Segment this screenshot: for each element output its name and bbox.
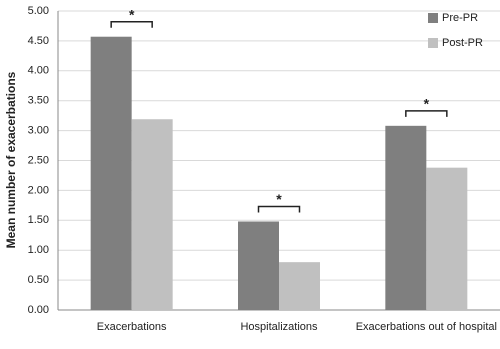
bar (131, 119, 173, 310)
significance-bracket (110, 20, 153, 28)
y-tick-label: 4.00 (28, 65, 49, 77)
legend-label: Pre-PR (442, 12, 478, 24)
significance-marker: * (276, 191, 282, 207)
x-tick-label-box: Exacerbations (96, 321, 167, 333)
bar (90, 36, 132, 311)
significance-bracket (405, 110, 448, 117)
legend-swatch (428, 13, 438, 23)
bar (426, 167, 468, 310)
y-axis-title: Mean number of exacerbations (4, 71, 18, 248)
x-tick-label-box: Exacerbations out of hospital (355, 321, 497, 333)
y-tick-label: 1.50 (28, 214, 49, 226)
y-tick-label: 4.50 (28, 35, 49, 47)
significance-bracket (257, 205, 301, 213)
legend-label: Post-PR (442, 37, 483, 49)
legend-swatch (428, 38, 438, 48)
y-tick-label: 0.00 (28, 304, 49, 316)
y-tick-label: 3.50 (28, 95, 49, 107)
significance-marker: * (129, 6, 135, 22)
y-tick-label: 2.50 (28, 154, 49, 166)
bar (385, 125, 427, 310)
y-tick-label: 3.00 (28, 125, 49, 137)
y-tick-label: 0.50 (28, 274, 49, 286)
bar (279, 262, 320, 310)
significance-marker: * (424, 96, 430, 112)
bar (238, 221, 279, 310)
x-tick-label: Hospitalizations (240, 321, 318, 333)
x-tick-label: Exacerbations (96, 321, 167, 333)
x-tick-label: Exacerbations out of hospital (355, 321, 497, 333)
y-tick-label: 5.00 (28, 5, 49, 17)
y-tick-label: 2.00 (28, 184, 49, 196)
x-tick-label-box: Hospitalizations (240, 321, 318, 333)
y-tick-label: 1.00 (28, 244, 49, 256)
